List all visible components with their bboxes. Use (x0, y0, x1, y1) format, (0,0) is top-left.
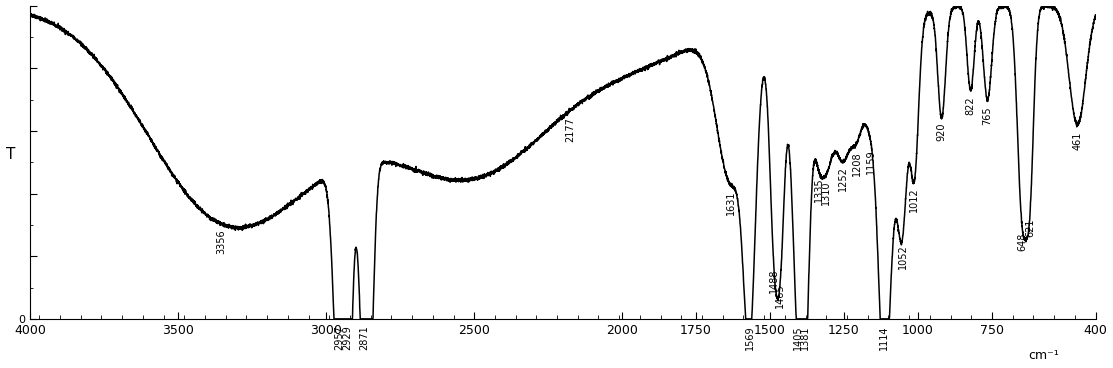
Text: 1012: 1012 (909, 187, 919, 212)
Text: 2871: 2871 (359, 325, 370, 350)
Text: 1488: 1488 (769, 268, 779, 293)
Text: 1465: 1465 (776, 284, 786, 308)
Text: 1631: 1631 (727, 191, 737, 215)
Text: 2177: 2177 (564, 117, 574, 142)
Text: 1114: 1114 (879, 325, 889, 350)
Text: 920: 920 (937, 122, 947, 141)
Text: 1052: 1052 (897, 244, 907, 269)
Text: 1310: 1310 (821, 180, 831, 205)
Text: 822: 822 (966, 96, 976, 115)
Text: 621: 621 (1025, 218, 1035, 237)
Text: cm⁻¹: cm⁻¹ (1028, 350, 1060, 362)
Y-axis label: T: T (6, 147, 14, 162)
Text: 2957: 2957 (334, 325, 344, 350)
Text: 765: 765 (983, 106, 993, 125)
Text: 1335: 1335 (814, 177, 824, 202)
Text: 1208: 1208 (851, 151, 861, 176)
Text: 3356: 3356 (216, 229, 226, 254)
Text: 1252: 1252 (838, 166, 848, 191)
Text: 2929: 2929 (343, 325, 353, 350)
Text: 1569: 1569 (745, 325, 755, 350)
Text: 1405: 1405 (794, 325, 804, 350)
Text: 648: 648 (1017, 233, 1027, 251)
Text: 1381: 1381 (800, 325, 810, 350)
Text: 1159: 1159 (866, 150, 876, 174)
Text: 461: 461 (1073, 131, 1083, 150)
